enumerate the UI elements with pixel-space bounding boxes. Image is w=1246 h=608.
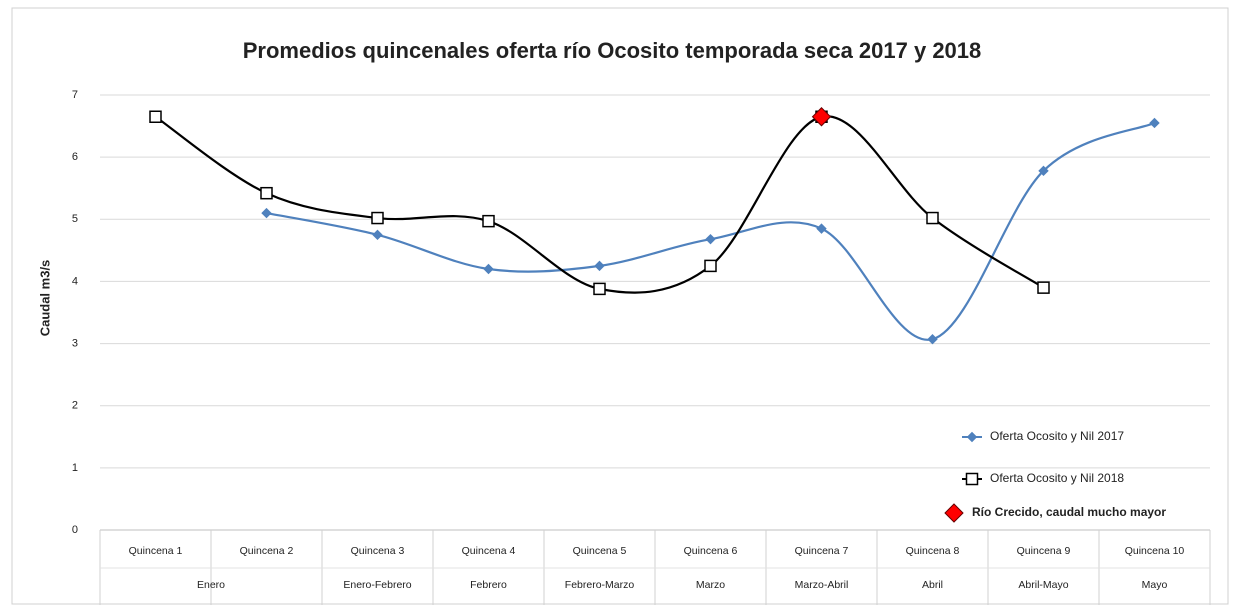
y-tick-label: 5 [72,213,78,225]
legend-label: Río Crecido, caudal mucho mayor [972,505,1166,519]
chart-border [11,7,1229,605]
marker [149,110,162,123]
marker [1038,165,1049,177]
group-label: Enero [197,579,225,591]
x-tick-label: Quincena 2 [240,545,294,557]
y-tick-label: 0 [72,524,78,536]
group-label: Marzo [696,579,725,591]
group-label: Abril [922,579,943,591]
marker [261,207,272,219]
legend-label: Oferta Ocosito y Nil 2017 [990,429,1124,443]
series-line [154,115,1045,294]
legend-marker [965,472,979,486]
x-tick-label: Quincena 4 [462,545,516,557]
legend-marker [944,503,964,523]
group-label: Enero-Febrero [343,579,411,591]
marker [482,214,495,228]
marker [371,211,384,225]
group-label: Febrero-Marzo [565,579,635,591]
marker [704,259,717,273]
marker [926,211,939,225]
group-label: Abril-Mayo [1018,579,1068,591]
marker [260,186,273,200]
x-tick-label: Quincena 1 [129,545,183,557]
y-tick-label: 3 [72,337,78,349]
x-tick-label: Quincena 3 [351,545,405,557]
x-tick-label: Quincena 5 [573,545,627,557]
legend-marker [966,431,978,443]
series-line [266,121,1155,341]
marker [927,334,938,345]
marker [1149,117,1160,129]
y-axis-title: Caudal m3/s [37,260,52,337]
marker [811,107,832,127]
marker [1037,281,1050,294]
x-tick-label: Quincena 10 [1125,545,1185,557]
group-label: Febrero [470,579,507,591]
marker [372,229,383,241]
marker [593,282,606,296]
marker [816,223,827,234]
x-tick-label: Quincena 7 [795,545,849,557]
marker [705,233,716,245]
marker [483,263,494,275]
y-tick-label: 2 [72,400,78,412]
y-tick-label: 6 [72,151,78,163]
y-tick-label: 1 [72,462,78,474]
legend-label: Oferta Ocosito y Nil 2018 [990,471,1124,485]
chart-title: Promedios quincenales oferta río Ocosito… [243,38,982,63]
y-tick-label: 4 [72,275,78,287]
marker [594,260,605,272]
x-tick-label: Quincena 6 [684,545,738,557]
y-tick-label: 7 [72,89,78,101]
group-label: Marzo-Abril [795,579,849,591]
x-tick-label: Quincena 9 [1017,545,1071,557]
group-label: Mayo [1142,579,1168,591]
x-tick-label: Quincena 8 [906,545,960,557]
